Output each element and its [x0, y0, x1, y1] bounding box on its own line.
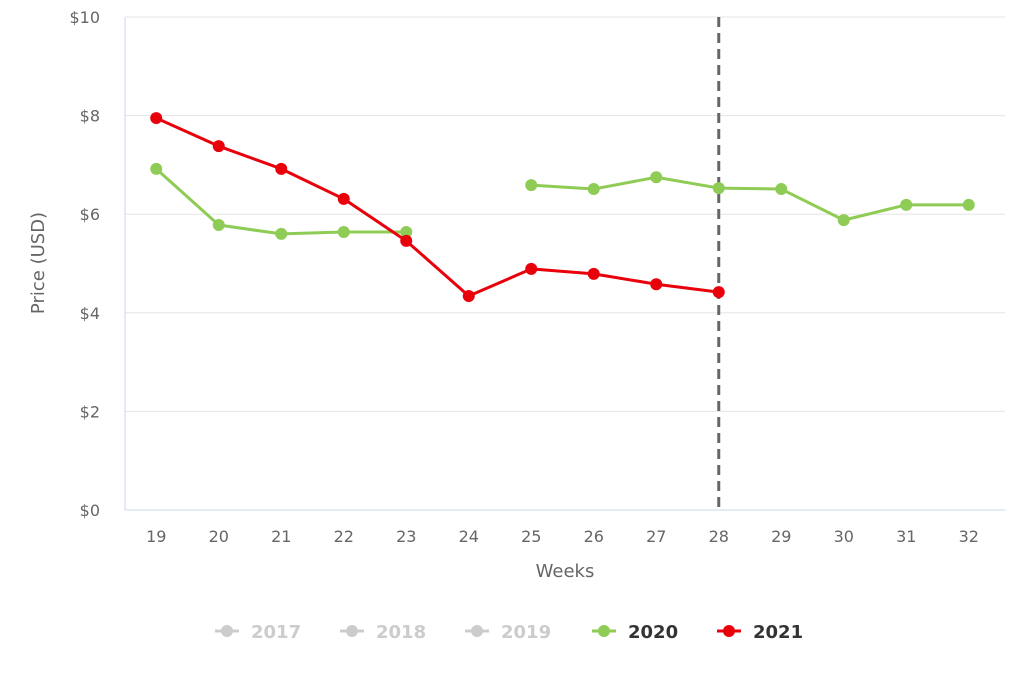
legend-label: 2021	[753, 622, 803, 643]
data-point-2021-week-26	[587, 267, 600, 280]
data-point-2020-week-31	[900, 198, 913, 211]
y-tick-label: $6	[80, 205, 100, 224]
x-tick-label: 31	[896, 527, 916, 546]
data-point-2021-week-22	[337, 192, 350, 205]
data-point-2020-week-32	[962, 198, 975, 211]
y-axis-ticks: $0 $2 $4 $6 $8 $10	[69, 8, 100, 520]
data-point-2021-week-27	[650, 278, 663, 291]
data-point-2020-week-29	[775, 183, 788, 196]
data-point-2021-week-24	[462, 290, 475, 303]
legend-label: 2018	[376, 622, 426, 643]
legend-label: 2020	[628, 622, 678, 643]
x-tick-label: 20	[209, 527, 229, 546]
legend-item-2017[interactable]: 2017	[215, 622, 301, 643]
x-tick-label: 19	[146, 527, 166, 546]
legend-marker-icon	[723, 625, 735, 637]
data-point-2020-week-23	[400, 225, 413, 238]
x-tick-label: 26	[584, 527, 604, 546]
series-line-2020	[155, 167, 407, 236]
series-line-2020	[531, 175, 969, 222]
data-point-2021-week-21	[275, 162, 288, 175]
data-point-2020-week-26	[587, 183, 600, 196]
data-point-2021-week-19	[150, 112, 163, 125]
legend-marker-icon	[346, 625, 358, 637]
x-tick-label: 21	[271, 527, 291, 546]
legend: 2017 2018 2019 2020 2021	[215, 622, 803, 643]
series-group	[150, 112, 975, 303]
y-tick-label: $4	[80, 304, 100, 323]
y-tick-label: $0	[80, 501, 100, 520]
data-point-2020-week-30	[837, 214, 850, 227]
grid	[125, 16, 1005, 412]
legend-marker-icon	[471, 625, 483, 637]
x-tick-label: 24	[459, 527, 479, 546]
series-2020	[150, 162, 975, 240]
data-point-2021-week-28	[712, 286, 725, 299]
legend-item-2019[interactable]: 2019	[465, 622, 551, 643]
data-point-2021-week-23	[400, 234, 413, 247]
x-tick-label: 25	[521, 527, 541, 546]
x-tick-label: 27	[646, 527, 666, 546]
data-point-2021-week-25	[525, 262, 538, 275]
x-tick-label: 28	[709, 527, 729, 546]
series-2021	[150, 112, 725, 303]
data-point-2020-week-27	[650, 171, 663, 184]
x-tick-label: 29	[771, 527, 791, 546]
x-axis-title: Weeks	[536, 561, 595, 582]
data-point-2020-week-19	[150, 162, 163, 175]
x-tick-label: 23	[396, 527, 416, 546]
data-point-2020-week-21	[275, 227, 288, 240]
y-tick-label: $10	[69, 8, 100, 27]
data-point-2020-week-28	[712, 182, 725, 195]
x-tick-label: 32	[959, 527, 979, 546]
x-axis-ticks: 19 20 21 22 23 24 25 26 27 28 29 30 31 32	[146, 527, 979, 546]
legend-marker-icon	[221, 625, 233, 637]
y-tick-label: $8	[80, 107, 100, 126]
legend-label: 2017	[251, 622, 301, 643]
series-line-2021	[155, 116, 719, 298]
legend-item-2018[interactable]: 2018	[340, 622, 426, 643]
x-tick-label: 30	[834, 527, 854, 546]
y-axis-title: Price (USD)	[28, 212, 49, 314]
data-point-2020-week-20	[212, 219, 225, 232]
legend-item-2021[interactable]: 2021	[717, 622, 803, 643]
x-tick-label: 22	[334, 527, 354, 546]
y-tick-label: $2	[80, 402, 100, 421]
legend-item-2020[interactable]: 2020	[592, 622, 678, 643]
data-point-2020-week-22	[337, 225, 350, 238]
data-point-2020-week-25	[525, 179, 538, 192]
data-point-2021-week-20	[212, 140, 225, 153]
legend-marker-icon	[598, 625, 610, 637]
legend-label: 2019	[501, 622, 551, 643]
